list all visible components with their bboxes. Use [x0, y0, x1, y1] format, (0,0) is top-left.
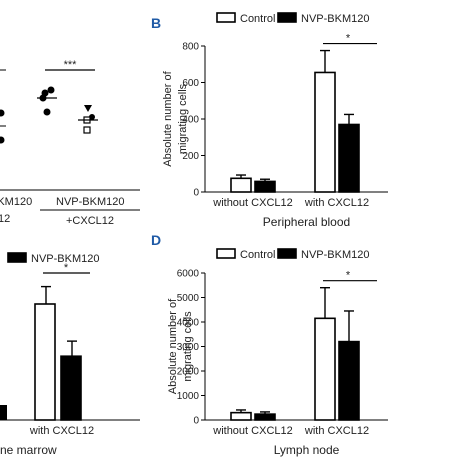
x-tick-label: with CXCL12 [304, 425, 369, 437]
y-tick-label: 1000 [177, 391, 200, 402]
y-tick-label: 2000 [177, 367, 200, 378]
bar-control [314, 71, 336, 193]
legend-label: Control [240, 249, 275, 261]
chart-title: Peripheral blood [263, 215, 350, 229]
bar-nvp-bkm120 [338, 123, 360, 193]
legend-label: NVP-BKM120 [31, 253, 99, 265]
data-point [0, 136, 5, 144]
data-point-triangle [84, 105, 92, 112]
significance-star: * [346, 33, 351, 45]
legend-label: NVP-BKM120 [301, 249, 369, 261]
y-tick-label: 200 [182, 151, 199, 162]
x-tick-label: with CXCL12 [304, 197, 369, 209]
legend-swatch-nvp-bkm120 [277, 248, 297, 259]
bar-control [314, 317, 336, 421]
data-point [43, 108, 51, 116]
y-tick-label: 5000 [177, 293, 200, 304]
significance-star: * [346, 270, 351, 282]
x-tick-label-partial: 12 [0, 213, 10, 225]
legend-swatch-control [216, 248, 236, 259]
y-tick-label: 6000 [177, 269, 200, 280]
data-point [0, 109, 5, 117]
y-tick-label: 0 [193, 188, 199, 199]
legend-label: NVP-BKM120 [301, 13, 369, 25]
x-tick-label: NVP-BKM120 [56, 196, 124, 208]
y-axis-label: Absolute number of [167, 298, 179, 394]
bar-nvp-bkm120 [254, 413, 276, 421]
x-tick-label: without CXCL12 [212, 197, 293, 209]
bar-nvp-bkm120 [60, 355, 82, 421]
y-axis-label: Absolute number of [162, 70, 174, 166]
panel-b: B Control NVP-BKM120 0 200 400 600 800 Absolute … [151, 12, 388, 229]
bar-control [230, 411, 252, 421]
data-point-square [83, 126, 91, 134]
bar-control [230, 177, 252, 193]
y-tick-label: 4000 [177, 318, 200, 329]
x-tick-label: without CXCL12 [212, 425, 293, 437]
data-point [47, 86, 55, 94]
bar-nvp-bkm120 [338, 340, 360, 421]
significance-stars: *** [64, 59, 78, 71]
y-axis-label: migrating cells [182, 311, 194, 382]
panel-a-partial: *** BKM120 NVP-BKM120 12 +CXCL12 [0, 59, 140, 227]
chart-title-partial: ne marrow [0, 443, 57, 457]
panel-d: D Control NVP-BKM120 0 1000 2000 3000 4000 5000 6… [151, 232, 388, 457]
y-tick-label: 600 [182, 78, 199, 89]
y-tick-label: 0 [193, 416, 199, 427]
panel-c-partial: NVP-BKM120* with CXCL12 ne marrow [0, 252, 140, 457]
panel-letter-d: D [151, 232, 161, 248]
legend-swatch-nvp-bkm120 [7, 252, 27, 263]
x-group-label: +CXCL12 [66, 215, 114, 227]
bar-nvp-bkm120 [254, 180, 276, 193]
y-tick-label: 400 [182, 115, 199, 126]
panel-letter-b: B [151, 15, 161, 31]
x-tick-label-partial: BKM120 [0, 196, 32, 208]
y-tick-label: 800 [182, 42, 199, 53]
bar-partial [0, 405, 7, 420]
y-tick-label: 3000 [177, 342, 200, 353]
legend-swatch-control [216, 12, 236, 23]
y-axis-label: migrating cells [177, 83, 189, 154]
legend-swatch-nvp-bkm120 [277, 12, 297, 23]
x-tick-label: with CXCL12 [29, 425, 94, 437]
legend-label: Control [240, 13, 275, 25]
bar-control [34, 303, 56, 421]
chart-title: Lymph node [274, 443, 340, 457]
significance-star: * [64, 262, 69, 274]
